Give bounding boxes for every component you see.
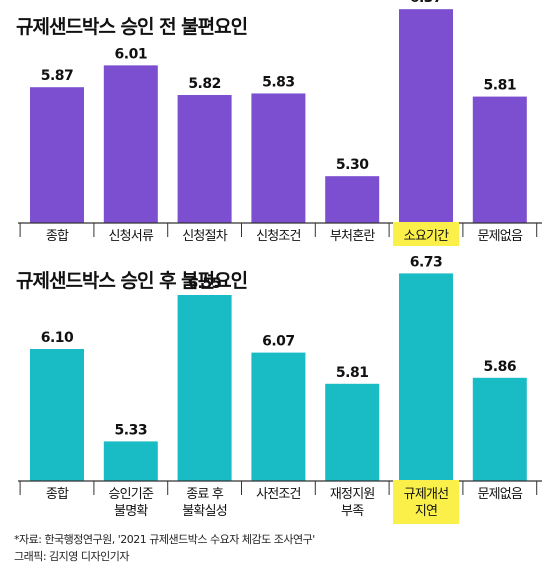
data-label: 5.86 bbox=[484, 359, 517, 375]
data-label: 5.87 bbox=[41, 68, 74, 84]
data-label: 5.30 bbox=[336, 157, 369, 173]
tick-label: 신청서류 bbox=[108, 229, 153, 244]
tick-label: 문제없음 bbox=[477, 229, 522, 244]
bar bbox=[251, 352, 306, 481]
bar bbox=[251, 93, 306, 223]
bar bbox=[325, 176, 380, 223]
bar bbox=[30, 87, 84, 223]
data-label: 5.81 bbox=[484, 78, 517, 94]
tick-label: 종합 bbox=[46, 229, 69, 244]
bar bbox=[30, 349, 84, 481]
bar bbox=[472, 377, 527, 481]
highlight-label-box bbox=[393, 480, 459, 524]
data-label: 6.10 bbox=[41, 330, 74, 346]
data-label: 5.82 bbox=[188, 76, 221, 92]
bar-chart-after: 6.10 5.33 6.55 6.07 5.81 6.73 5.86 종합 승인기준 불명확 종료 … bbox=[18, 254, 542, 524]
tick-label: 승인기준 불명확 bbox=[108, 487, 153, 519]
tick-label: 소요기간 bbox=[404, 229, 449, 244]
bar-chart-before: 5.87 6.01 5.82 5.83 5.30 6.37 5.81 종합 신청서류 신청절차 신청… bbox=[18, 0, 542, 246]
data-label: 5.81 bbox=[336, 365, 369, 381]
tick-label: 신청조건 bbox=[256, 229, 301, 244]
data-label: 6.07 bbox=[262, 334, 295, 350]
bar bbox=[472, 96, 527, 223]
bar bbox=[103, 441, 158, 481]
tick-label: 종료 후 불확실성 bbox=[182, 487, 227, 519]
bar bbox=[399, 273, 453, 481]
data-label: 6.55 bbox=[188, 276, 221, 292]
tick-label: 재정지원 부족 bbox=[330, 487, 375, 519]
tick-label: 신청절차 bbox=[182, 229, 227, 244]
bar bbox=[177, 95, 232, 223]
data-label: 6.01 bbox=[115, 46, 148, 62]
tick-label: 문제없음 bbox=[477, 487, 522, 502]
bar bbox=[325, 383, 380, 481]
data-label: 5.33 bbox=[115, 422, 148, 438]
chart-title-before: 규제샌드박스 승인 전 불편요인 bbox=[16, 16, 248, 38]
source-note: *자료: 한국행정연구원, '2021 규제샌드박스 수요자 체감도 조사연구' bbox=[14, 533, 315, 546]
data-label: 6.37 bbox=[410, 0, 443, 6]
bar bbox=[103, 65, 158, 223]
tick-label: 규제개선 지연 bbox=[404, 487, 449, 519]
tick-label: 종합 bbox=[46, 487, 69, 502]
chart-title-after: 규제샌드박스 승인 후 불편요인 bbox=[16, 270, 248, 292]
bar bbox=[177, 295, 232, 481]
data-label: 5.83 bbox=[262, 74, 295, 90]
tick-label: 사전조건 bbox=[256, 487, 301, 502]
highlight-label-box bbox=[393, 222, 459, 246]
tick-label: 부처혼란 bbox=[330, 229, 375, 244]
data-label: 6.73 bbox=[410, 254, 443, 270]
bar bbox=[399, 9, 453, 224]
graphic-credit: 그래픽: 김지영 디자인기자 bbox=[14, 550, 130, 563]
